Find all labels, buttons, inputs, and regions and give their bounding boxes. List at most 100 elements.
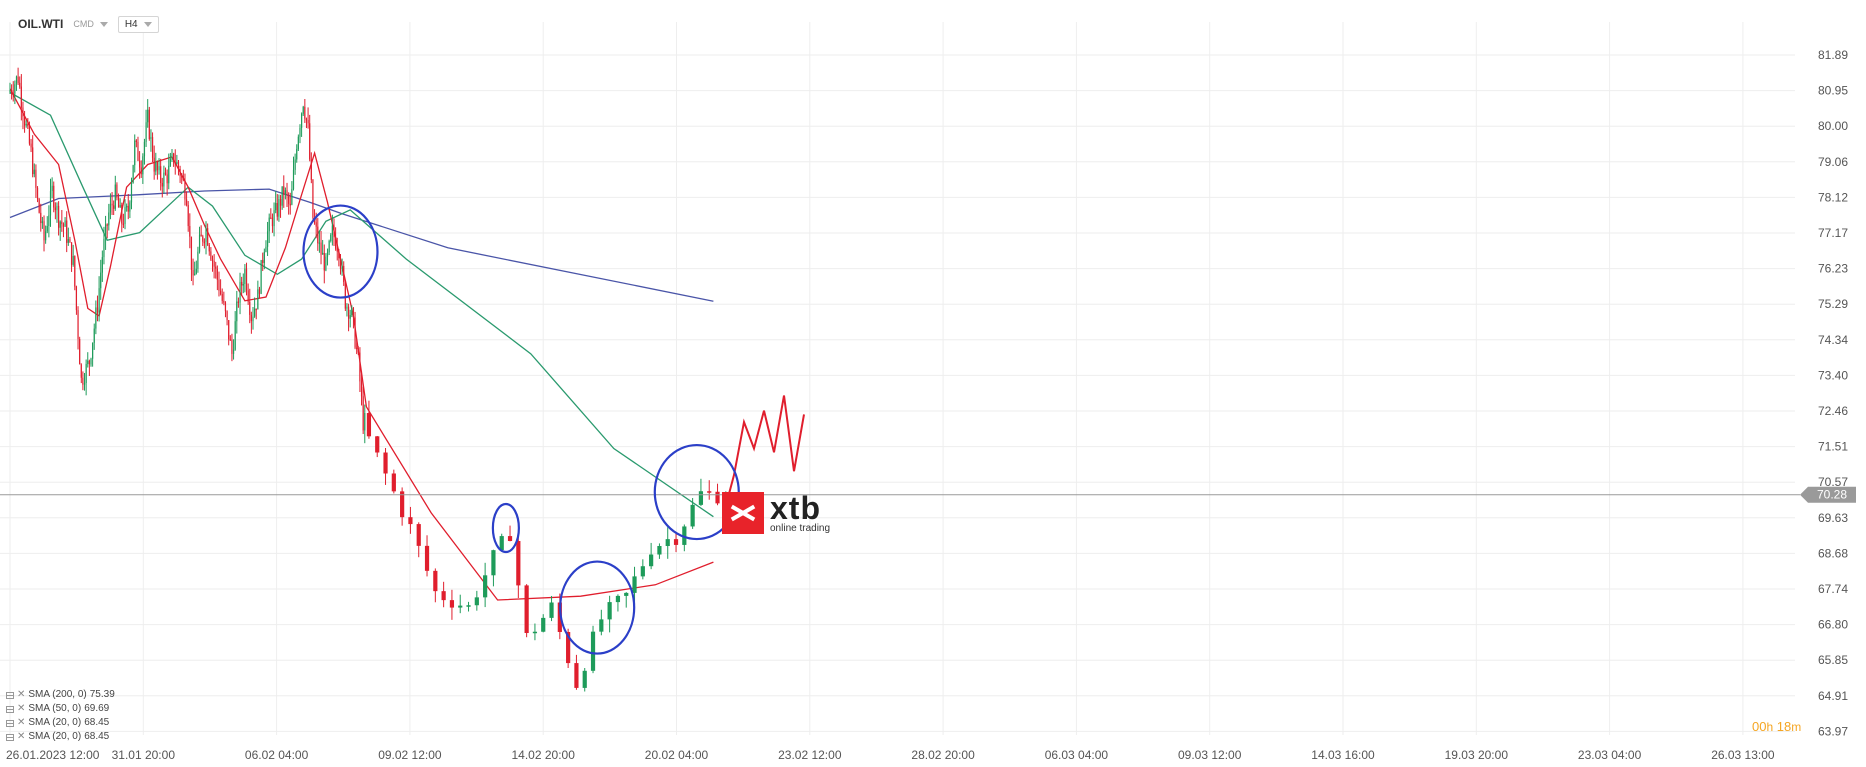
- bull-candle: [275, 202, 277, 211]
- bear-candle: [156, 162, 159, 171]
- time-tick-label: 26.03 13:00: [1711, 748, 1775, 762]
- bear-candle: [117, 197, 120, 208]
- bear-candle: [173, 153, 175, 163]
- close-icon[interactable]: ✕: [17, 717, 26, 728]
- chevron-down-icon: [99, 21, 108, 27]
- instrument-symbol[interactable]: OIL.WTI: [18, 17, 64, 31]
- bull-candle: [168, 165, 170, 184]
- market-type[interactable]: CMD: [73, 19, 108, 29]
- bull-candle: [130, 182, 133, 203]
- bear-candle: [424, 545, 430, 571]
- bull-candle: [41, 221, 43, 224]
- bear-candle: [189, 226, 191, 237]
- bull-candle: [119, 205, 121, 208]
- bear-candle: [218, 279, 220, 291]
- bear-candle: [151, 137, 154, 158]
- bear-candle: [305, 118, 308, 121]
- bull-candle: [458, 605, 463, 608]
- bull-candle: [234, 321, 236, 350]
- settings-icon[interactable]: [6, 691, 14, 699]
- bear-candle: [707, 491, 712, 493]
- timeframe-selector[interactable]: H4: [117, 15, 159, 33]
- bear-candle: [433, 570, 438, 592]
- bear-candle: [375, 436, 380, 453]
- price-tick-label: 80.00: [1818, 119, 1848, 133]
- bear-candle: [35, 169, 37, 188]
- bear-candle: [160, 166, 162, 184]
- bull-candle: [291, 188, 293, 205]
- bull-candle: [195, 268, 197, 274]
- price-tag-bg: [1800, 486, 1856, 503]
- price-tick-label: 74.34: [1818, 333, 1848, 347]
- bear-candle: [27, 123, 29, 126]
- bear-candle: [61, 221, 63, 225]
- bear-candle: [271, 217, 274, 227]
- legend-value: 68.45: [84, 717, 110, 728]
- bear-candle: [192, 269, 194, 276]
- bear-candle: [226, 311, 228, 321]
- bear-candle: [121, 205, 123, 224]
- bull-candle: [292, 169, 295, 189]
- bull-candle: [158, 166, 160, 171]
- bear-candle: [400, 491, 405, 518]
- bull-candle: [590, 631, 596, 671]
- bull-candle: [93, 328, 95, 343]
- bear-candle: [190, 236, 193, 270]
- bull-candle: [236, 301, 238, 322]
- bull-candle: [142, 156, 144, 175]
- bull-candle: [33, 169, 35, 175]
- timeframe-label: H4: [124, 18, 138, 30]
- bear-candle: [673, 539, 679, 545]
- current-price-line: 70.28: [0, 486, 1856, 503]
- sma-line: [9, 88, 714, 601]
- bear-candle: [177, 162, 180, 170]
- bull-candle: [299, 127, 301, 137]
- bear-candle: [315, 222, 317, 227]
- bear-candle: [215, 266, 217, 269]
- bull-candle: [260, 260, 262, 294]
- highlight-circle: [302, 204, 379, 299]
- bull-candle: [67, 239, 69, 243]
- bull-candle: [252, 316, 254, 322]
- bull-candle: [56, 205, 58, 211]
- close-icon[interactable]: ✕: [17, 731, 26, 742]
- settings-icon[interactable]: [6, 719, 14, 727]
- bear-candle: [62, 224, 65, 227]
- bear-candle: [357, 348, 359, 353]
- settings-icon[interactable]: [6, 733, 14, 741]
- bull-candle: [318, 242, 321, 245]
- close-icon[interactable]: ✕: [17, 703, 26, 714]
- bull-candle: [265, 246, 267, 252]
- xtb-watermark: xtb online trading: [722, 492, 830, 534]
- time-tick-label: 14.02 20:00: [511, 748, 575, 762]
- bear-candle: [286, 190, 288, 197]
- bear-candle: [276, 202, 278, 217]
- close-icon[interactable]: ✕: [17, 689, 26, 700]
- settings-icon[interactable]: [6, 705, 14, 713]
- bull-candle: [49, 191, 52, 216]
- bear-candle: [74, 256, 76, 287]
- bull-candle: [198, 234, 201, 252]
- bull-candle: [90, 358, 92, 365]
- bull-candle: [263, 251, 265, 263]
- bear-candle: [202, 236, 204, 242]
- bull-candle: [126, 205, 128, 208]
- price-tick-label: 75.29: [1818, 297, 1848, 311]
- bear-candle: [352, 308, 355, 318]
- price-tick-label: 72.46: [1818, 404, 1848, 418]
- bull-candle: [108, 212, 110, 226]
- bear-candle: [148, 109, 150, 139]
- bear-candle: [161, 183, 163, 187]
- time-tick-label: 28.02 20:00: [911, 748, 975, 762]
- bull-candle: [171, 153, 173, 159]
- bull-candle: [349, 315, 351, 319]
- bear-candle: [38, 199, 40, 213]
- bear-candle: [210, 251, 212, 260]
- bull-candle: [129, 202, 131, 212]
- bull-candle: [466, 605, 471, 607]
- price-tick-label: 78.12: [1818, 190, 1848, 204]
- bear-candle: [54, 207, 56, 211]
- bear-candle: [127, 205, 129, 212]
- bear-candle: [69, 239, 71, 243]
